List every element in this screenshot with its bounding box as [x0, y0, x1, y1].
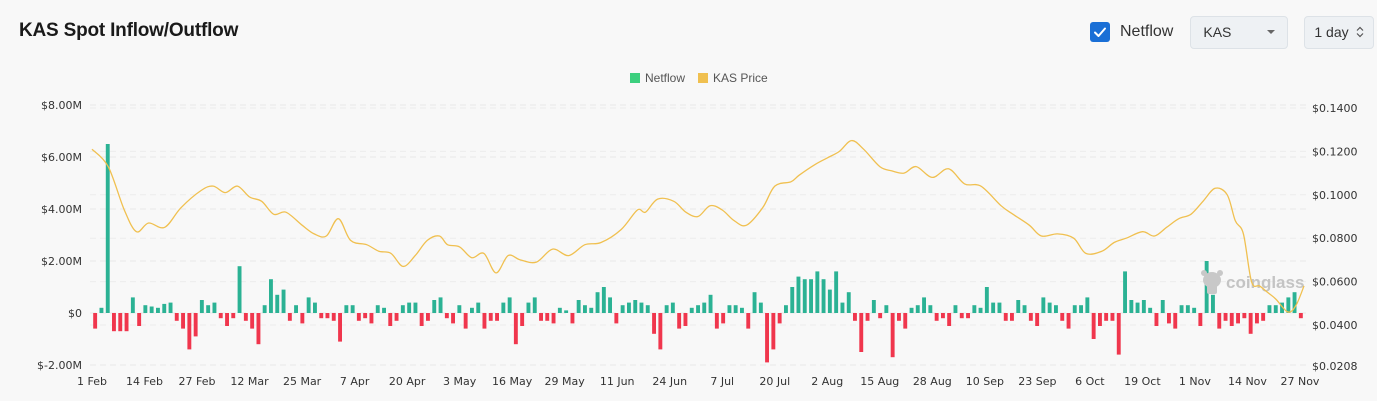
svg-text:$0.0600: $0.0600	[1312, 276, 1358, 289]
svg-text:27 Nov: 27 Nov	[1280, 375, 1319, 388]
page-title: KAS Spot Inflow/Outflow	[19, 20, 239, 41]
coinglass-logo-icon	[1201, 270, 1223, 294]
left-y-axis: $8.00M $6.00M $4.00M $2.00M $0 $-2.00M	[37, 99, 82, 372]
svg-text:24 Jun: 24 Jun	[652, 375, 687, 388]
svg-text:14 Nov: 14 Nov	[1228, 375, 1267, 388]
legend-label: Netflow	[645, 71, 686, 85]
checkmark-icon	[1094, 27, 1106, 37]
interval-select-value: 1 day	[1314, 24, 1349, 40]
svg-text:$0.0400: $0.0400	[1312, 319, 1358, 332]
kas-price-line	[91, 139, 1305, 313]
svg-text:20 Apr: 20 Apr	[389, 375, 426, 388]
svg-text:$2.00M: $2.00M	[41, 255, 82, 268]
svg-text:2 Aug: 2 Aug	[811, 375, 843, 388]
svg-text:$0.0800: $0.0800	[1312, 232, 1358, 245]
interval-select[interactable]: 1 day	[1304, 15, 1375, 49]
svg-text:7 Apr: 7 Apr	[340, 375, 370, 388]
coin-select-value: KAS	[1203, 24, 1232, 40]
svg-text:25 Mar: 25 Mar	[283, 375, 322, 388]
watermark-text: coinglass	[1226, 273, 1304, 292]
svg-text:6 Oct: 6 Oct	[1075, 375, 1105, 388]
svg-text:12 Mar: 12 Mar	[230, 375, 269, 388]
right-y-axis: $0.1400 $0.1200 $0.1000 $0.0800 $0.0600 $0.04…	[1312, 102, 1358, 373]
svg-text:19 Oct: 19 Oct	[1124, 375, 1161, 388]
svg-text:$0.0208: $0.0208	[1312, 360, 1358, 373]
svg-text:28 Aug: 28 Aug	[913, 375, 952, 388]
up-down-chevron-icon	[1356, 26, 1364, 38]
caret-down-icon	[1267, 30, 1276, 34]
netflow-checkbox-label[interactable]: Netflow	[1120, 23, 1174, 40]
legend-item-kas-price[interactable]: KAS Price	[698, 71, 768, 85]
svg-text:$8.00M: $8.00M	[41, 99, 82, 112]
legend-item-netflow[interactable]: Netflow	[630, 71, 685, 85]
svg-text:3 May: 3 May	[443, 375, 477, 388]
svg-text:23 Sep: 23 Sep	[1018, 375, 1056, 388]
coinglass-watermark: coinglass	[1201, 270, 1304, 294]
svg-text:1 Feb: 1 Feb	[77, 375, 107, 388]
svg-text:$6.00M: $6.00M	[41, 151, 82, 164]
svg-text:$0.1200: $0.1200	[1312, 145, 1358, 158]
kas-price-swatch	[698, 73, 709, 83]
svg-text:29 May: 29 May	[545, 375, 586, 388]
chart-legend: Netflow KAS Price	[630, 71, 781, 85]
svg-text:16 May: 16 May	[492, 375, 533, 388]
svg-text:14 Feb: 14 Feb	[126, 375, 163, 388]
svg-text:$4.00M: $4.00M	[41, 203, 82, 216]
svg-text:20 Jul: 20 Jul	[759, 375, 790, 388]
svg-text:$0.1400: $0.1400	[1312, 102, 1358, 115]
netflow-checkbox[interactable]	[1090, 22, 1110, 42]
svg-text:27 Feb: 27 Feb	[179, 375, 216, 388]
svg-text:1 Nov: 1 Nov	[1179, 375, 1211, 388]
svg-text:$0: $0	[68, 307, 82, 320]
grid-lines	[90, 104, 1308, 366]
netflow-swatch	[630, 73, 640, 83]
svg-text:11 Jun: 11 Jun	[600, 375, 635, 388]
coin-select[interactable]: KAS	[1190, 15, 1289, 49]
svg-text:$0.1000: $0.1000	[1312, 189, 1358, 202]
x-axis: 1 Feb 14 Feb 27 Feb 12 Mar 25 Mar 7 Apr 20 Apr…	[77, 375, 1320, 388]
svg-text:7 Jul: 7 Jul	[710, 375, 734, 388]
svg-text:10 Sep: 10 Sep	[966, 375, 1004, 388]
svg-text:15 Aug: 15 Aug	[860, 375, 899, 388]
legend-label: KAS Price	[713, 71, 768, 85]
svg-text:$-2.00M: $-2.00M	[37, 359, 82, 372]
netflow-bars	[93, 144, 1303, 363]
chart-controls: Netflow KAS 1 day	[1090, 14, 1375, 50]
